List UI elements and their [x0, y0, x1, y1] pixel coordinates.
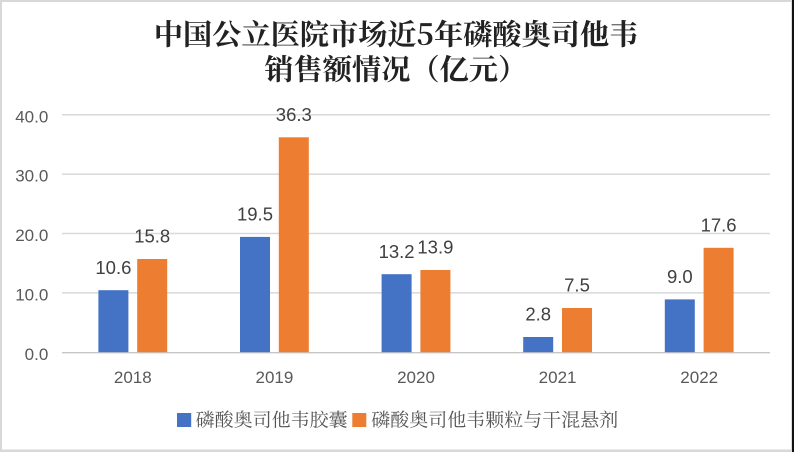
svg-text:40.0: 40.0	[15, 107, 48, 126]
svg-text:2018: 2018	[114, 368, 152, 387]
svg-text:13.2: 13.2	[379, 241, 415, 262]
svg-text:2.8: 2.8	[525, 304, 551, 325]
svg-text:2020: 2020	[397, 368, 435, 387]
svg-text:2022: 2022	[680, 368, 718, 387]
svg-text:7.5: 7.5	[564, 275, 590, 296]
svg-text:2021: 2021	[539, 368, 577, 387]
svg-text:19.5: 19.5	[237, 204, 273, 225]
svg-text:15.8: 15.8	[134, 226, 170, 247]
svg-text:2019: 2019	[255, 368, 293, 387]
svg-text:10.0: 10.0	[15, 285, 48, 304]
svg-text:36.3: 36.3	[276, 104, 312, 125]
svg-text:20.0: 20.0	[15, 226, 48, 245]
svg-text:0.0: 0.0	[25, 345, 49, 364]
svg-text:13.9: 13.9	[417, 237, 453, 258]
svg-text:17.6: 17.6	[701, 214, 737, 235]
svg-text:30.0: 30.0	[15, 167, 48, 186]
svg-text:9.0: 9.0	[667, 266, 693, 287]
svg-text:10.6: 10.6	[95, 257, 131, 278]
